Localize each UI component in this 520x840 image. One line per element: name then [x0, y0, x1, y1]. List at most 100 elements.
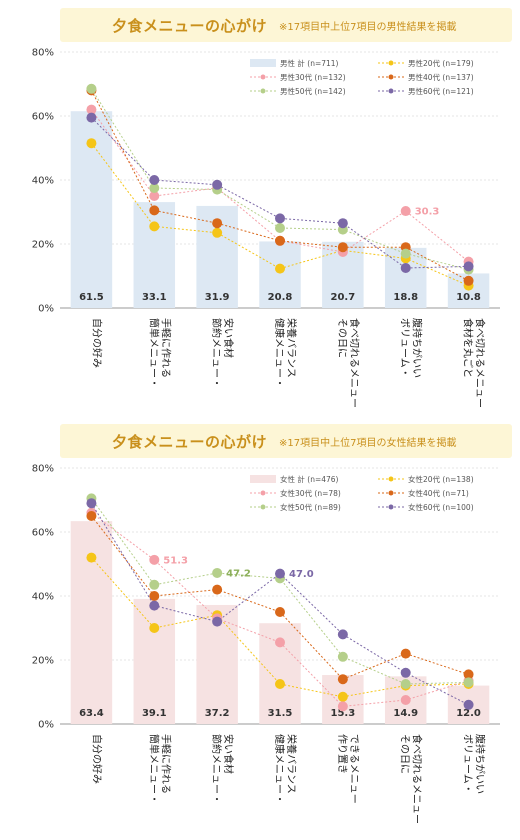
legend-entry: 女性40代 (n=71): [408, 488, 469, 498]
series-point: [149, 554, 160, 565]
bar: [70, 521, 113, 724]
x-category-label: 自分の好み: [90, 734, 103, 784]
series-point: [86, 552, 97, 563]
series-point: [400, 206, 411, 217]
series-point: [400, 679, 411, 689]
bar-value-label: 10.8: [456, 292, 481, 303]
legend-marker: [388, 476, 394, 482]
legend-marker: [260, 88, 266, 94]
legend-entry: 男性30代 (n=132): [280, 72, 346, 82]
series-point: [212, 227, 223, 238]
x-category-label: ボリューム・: [462, 734, 474, 794]
series-point: [86, 112, 97, 123]
y-tick-label: 40%: [32, 176, 54, 187]
x-category-label: 健康メニュー・: [273, 734, 286, 804]
series-point: [275, 235, 285, 246]
series-point: [275, 637, 285, 648]
bar-value-label: 20.7: [331, 292, 356, 303]
series-point: [400, 667, 411, 678]
bar: [133, 598, 176, 724]
bar-value-label: 18.8: [393, 292, 418, 303]
y-tick-label: 20%: [32, 240, 54, 251]
series-point: [149, 205, 160, 216]
chart1-male: 0% 20% 40% 60% 80% 61.5 33.1 31.9 20.8 20.7 18.8 10…: [32, 48, 500, 408]
legend-marker: [260, 504, 266, 510]
legend-entry: 女性 計 (n=476): [280, 474, 339, 484]
callout-label: 47.0: [289, 569, 314, 580]
y-tick-label: 40%: [32, 592, 54, 603]
series-point: [86, 511, 97, 521]
x-category-label: 手軽に作れる: [159, 318, 172, 378]
callout-label: 51.3: [163, 555, 188, 566]
y-tick-label: 60%: [32, 528, 54, 539]
legend-entry: 男性40代 (n=137): [408, 72, 474, 82]
chart1-subtitle: ※17項目中上位7項目の男性結果を掲載: [279, 21, 457, 33]
legend-marker: [388, 504, 394, 510]
x-category-label: 節約メニュー・: [210, 318, 223, 388]
x-category-label: 食べ切れるメニュー: [474, 318, 487, 408]
series-point: [212, 584, 223, 595]
series-point: [337, 629, 348, 640]
x-category-label: 手軽に作れる: [159, 734, 172, 794]
legend-entry: 女性50代 (n=89): [280, 502, 341, 512]
series-point: [275, 263, 285, 274]
callout-label: 47.2: [226, 568, 251, 579]
series-point: [463, 699, 474, 710]
series-point: [463, 261, 474, 272]
series-point: [400, 248, 411, 259]
chart2-subtitle: ※17項目中上位7項目の女性結果を掲載: [279, 437, 457, 449]
x-category-label: ボリューム・: [399, 318, 411, 378]
chart1-title: 夕食メニューの心がけ: [112, 16, 268, 35]
series-point: [212, 218, 223, 229]
legend-marker: [388, 88, 394, 94]
bar-value-label: 63.4: [79, 708, 104, 719]
series-point: [149, 191, 160, 201]
x-category-label: 食材を丸ごと: [462, 318, 475, 378]
x-category-label: 腹持ちがいい: [411, 318, 424, 378]
legend-entry: 女性60代 (n=100): [408, 502, 474, 512]
x-category-label: 簡単メニュー・: [147, 734, 160, 804]
bar-value-label: 39.1: [142, 708, 167, 719]
series-point: [212, 567, 223, 578]
series-point: [337, 651, 348, 662]
x-category-label: 食べ切れるメニュー: [411, 734, 424, 824]
legend-marker: [260, 490, 266, 496]
bar: [133, 202, 176, 308]
series-point: [149, 183, 160, 193]
legend-entry: 男性50代 (n=142): [280, 86, 346, 96]
series-point: [86, 104, 97, 115]
x-category-label: その日に: [336, 318, 348, 358]
series-point: [149, 579, 160, 590]
series-point: [400, 648, 411, 659]
bar-value-label: 20.8: [268, 292, 293, 303]
series-point: [212, 616, 223, 627]
bar-value-label: 61.5: [79, 292, 104, 303]
callout-label: 30.3: [415, 207, 440, 218]
series-point: [337, 242, 348, 253]
x-category-label: 簡単メニュー・: [147, 318, 160, 388]
series-point: [337, 218, 348, 229]
series-point: [337, 674, 348, 685]
y-tick-label: 0%: [38, 720, 54, 731]
series-point: [149, 623, 160, 633]
x-category-label: 健康メニュー・: [273, 318, 286, 388]
legend-marker: [388, 74, 394, 80]
legend-swatch: [250, 59, 276, 67]
series-point: [275, 213, 285, 224]
legend-entry: 女性30代 (n=78): [280, 488, 341, 498]
bar-value-label: 33.1: [142, 292, 167, 303]
series-point: [400, 695, 411, 705]
x-category-label: 栄養バランス: [285, 318, 298, 378]
x-category-label: 作り置き: [336, 734, 348, 774]
series-point: [400, 263, 411, 273]
y-tick-label: 60%: [32, 112, 54, 123]
legend-marker: [388, 490, 394, 496]
x-category-label: 自分の好み: [90, 318, 103, 368]
series-point: [463, 275, 474, 286]
series-point: [86, 83, 97, 94]
y-tick-label: 80%: [32, 464, 54, 475]
series-point: [149, 221, 160, 232]
x-category-label: 節約メニュー・: [210, 734, 223, 804]
legend-entry: 男性60代 (n=121): [408, 86, 474, 96]
series-point: [86, 498, 97, 509]
